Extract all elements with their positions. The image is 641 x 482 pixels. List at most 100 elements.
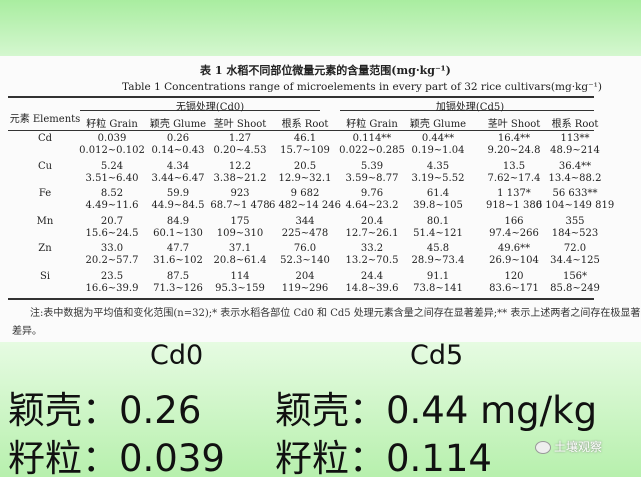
mean-value: 175: [230, 215, 250, 227]
range-value: 71.3~126: [153, 282, 203, 294]
mean-value: 37.1: [228, 243, 252, 254]
range-value: 0.14~0.43: [151, 145, 205, 156]
mean-value: 49.6**: [497, 243, 531, 254]
table-title-cn: 表 1 水稻不同部位微量元素的含量范围(mg·kg⁻¹): [200, 64, 451, 77]
top-band: [0, 0, 641, 56]
range-value: 51.4~121: [413, 227, 463, 239]
range-value: 119~296: [281, 282, 329, 294]
mean-value: 33.0: [100, 243, 124, 254]
range-value: 0.012~0.102: [79, 145, 145, 156]
mean-value: 0.114**: [352, 133, 392, 144]
mean-value: 59.9: [166, 188, 190, 199]
mean-value: 20.5: [293, 160, 317, 172]
mean-value: 0.039: [97, 133, 127, 144]
column-header: 颖壳 Glume: [149, 119, 207, 130]
row-element: Zn: [38, 243, 52, 254]
mean-value: 91.1: [426, 270, 450, 282]
divider: [340, 110, 594, 111]
range-value: 48.9~214: [550, 145, 600, 156]
range-value: 68.7~1 478: [210, 200, 270, 211]
range-value: 20.8~61.4: [213, 255, 267, 266]
mean-value: 156*: [562, 270, 588, 282]
group-cd0: 无镉处理(Cd0): [175, 102, 245, 113]
range-value: 13.2~70.5: [345, 255, 399, 266]
mean-value: 61.4: [426, 188, 450, 199]
mean-value: 72.0: [563, 243, 587, 254]
range-value: 4.49~11.6: [85, 200, 139, 211]
table-title-en: Table 1 Concentrations range of microele…: [122, 81, 602, 93]
mean-value: 20.7: [100, 215, 124, 227]
mean-value: 80.1: [426, 215, 450, 227]
range-value: 44.9~84.5: [151, 200, 205, 211]
bottom-band: [0, 342, 641, 477]
mean-value: 0.26: [166, 133, 190, 144]
divider: [8, 298, 594, 300]
divider: [8, 130, 594, 131]
mean-value: 76.0: [293, 243, 317, 254]
mean-value: 87.5: [166, 270, 190, 282]
range-value: 4.64~23.2: [345, 200, 399, 211]
mean-value: 12.2: [228, 160, 252, 172]
range-value: 73.8~141: [413, 282, 463, 294]
cd0-label: Cd0: [150, 340, 204, 371]
row-element: Fe: [38, 188, 52, 199]
column-header: 茎叶 Shoot: [487, 119, 541, 130]
range-value: 9.20~24.8: [487, 145, 541, 156]
range-value: 13.4~88.2: [548, 172, 602, 184]
range-value: 184~523: [551, 227, 599, 239]
mean-value: 1 137*: [497, 188, 531, 199]
mean-value: 9.76: [360, 188, 384, 199]
range-value: 918~1 380: [485, 200, 543, 211]
mean-value: 120: [504, 270, 524, 282]
range-value: 6 482~14 246: [269, 200, 341, 211]
mean-value: 0.44**: [421, 133, 455, 144]
grain-cd5: 籽粒：0.114: [275, 437, 492, 480]
mean-value: 8.52: [100, 188, 124, 199]
range-value: 12.9~32.1: [278, 172, 332, 184]
table-image: [0, 56, 641, 342]
wechat-icon: [535, 441, 551, 454]
mean-value: 9 682: [290, 188, 320, 199]
range-value: 16.6~39.9: [85, 282, 139, 294]
range-value: 7.62~17.4: [487, 172, 541, 184]
mean-value: 1.27: [228, 133, 252, 144]
range-value: 3.51~6.40: [85, 172, 139, 184]
range-value: 31.6~102: [153, 255, 203, 266]
mean-value: 113**: [560, 133, 590, 144]
range-value: 3.38~21.2: [213, 172, 267, 184]
mean-value: 204: [295, 270, 315, 282]
mean-value: 33.2: [360, 243, 384, 254]
range-value: 12.7~26.1: [345, 227, 399, 239]
watermark: 土壤观察: [535, 438, 602, 455]
range-value: 97.4~266: [489, 227, 539, 239]
mean-value: 5.24: [100, 160, 124, 172]
range-value: 26.9~104: [489, 255, 539, 266]
mean-value: 20.4: [360, 215, 384, 227]
range-value: 52.3~140: [280, 255, 330, 266]
mean-value: 16.4**: [497, 133, 531, 144]
range-value: 3.44~6.47: [151, 172, 205, 184]
range-value: 39.8~105: [413, 200, 463, 211]
mean-value: 46.1: [293, 133, 317, 144]
glume-cd5: 颖壳：0.44 mg/kg: [275, 389, 598, 432]
range-value: 3.19~5.52: [411, 172, 465, 184]
mean-value: 355: [565, 215, 585, 227]
grain-cd0: 籽粒：0.039: [8, 437, 225, 480]
mean-value: 23.5: [100, 270, 124, 282]
divider: [80, 110, 320, 111]
range-value: 85.8~249: [550, 282, 600, 294]
mean-value: 166: [504, 215, 524, 227]
mean-value: 344: [295, 215, 315, 227]
row-element: Si: [39, 270, 51, 282]
range-value: 109~310: [216, 227, 264, 239]
column-header: 颖壳 Glume: [409, 119, 467, 130]
table-note: 注:表中数据为平均值和变化范围(n=32);* 表示水稻各部位 Cd0 和 Cd…: [30, 308, 641, 319]
mean-value: 47.7: [166, 243, 190, 254]
column-header: 籽粒 Grain: [346, 119, 398, 130]
mean-value: 24.4: [360, 270, 384, 282]
column-header: 根系 Root: [281, 119, 329, 130]
range-value: 28.9~73.4: [411, 255, 465, 266]
table-note-cont: 差异。: [12, 326, 42, 337]
watermark-text: 土壤观察: [554, 440, 603, 454]
mean-value: 45.8: [426, 243, 450, 254]
